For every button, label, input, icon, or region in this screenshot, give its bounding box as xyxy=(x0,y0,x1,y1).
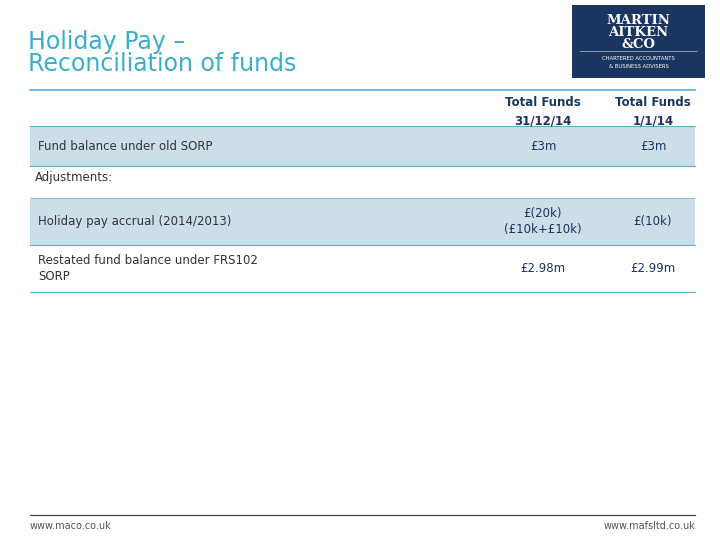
Text: £3m: £3m xyxy=(530,139,556,152)
Text: Restated fund balance under FRS102
SORP: Restated fund balance under FRS102 SORP xyxy=(38,253,258,284)
Text: &CO: &CO xyxy=(621,37,655,51)
Text: £3m: £3m xyxy=(640,139,666,152)
Text: Holiday pay accrual (2014/2013): Holiday pay accrual (2014/2013) xyxy=(38,215,231,228)
FancyBboxPatch shape xyxy=(30,126,695,166)
Text: £(20k)
(£10k+£10k): £(20k) (£10k+£10k) xyxy=(504,206,582,237)
Text: Total Funds
31/12/14: Total Funds 31/12/14 xyxy=(505,96,581,127)
Text: Adjustments:: Adjustments: xyxy=(35,172,113,185)
Text: CHARTERED ACCOUNTANTS: CHARTERED ACCOUNTANTS xyxy=(602,57,675,62)
Text: £(10k): £(10k) xyxy=(634,215,672,228)
Text: & BUSINESS ADVISERS: & BUSINESS ADVISERS xyxy=(608,64,668,69)
Text: Holiday Pay –: Holiday Pay – xyxy=(28,30,185,54)
Text: MARTIN: MARTIN xyxy=(606,15,670,28)
Text: Fund balance under old SORP: Fund balance under old SORP xyxy=(38,139,212,152)
Text: £2.98m: £2.98m xyxy=(521,262,566,275)
Text: www.maco.co.uk: www.maco.co.uk xyxy=(30,521,112,531)
Text: AITKEN: AITKEN xyxy=(608,26,669,39)
Text: £2.99m: £2.99m xyxy=(631,262,675,275)
FancyBboxPatch shape xyxy=(30,198,695,245)
Text: Reconciliation of funds: Reconciliation of funds xyxy=(28,52,297,76)
Text: www.mafsltd.co.uk: www.mafsltd.co.uk xyxy=(603,521,695,531)
FancyBboxPatch shape xyxy=(572,5,705,78)
Text: Total Funds
1/1/14: Total Funds 1/1/14 xyxy=(615,96,691,127)
